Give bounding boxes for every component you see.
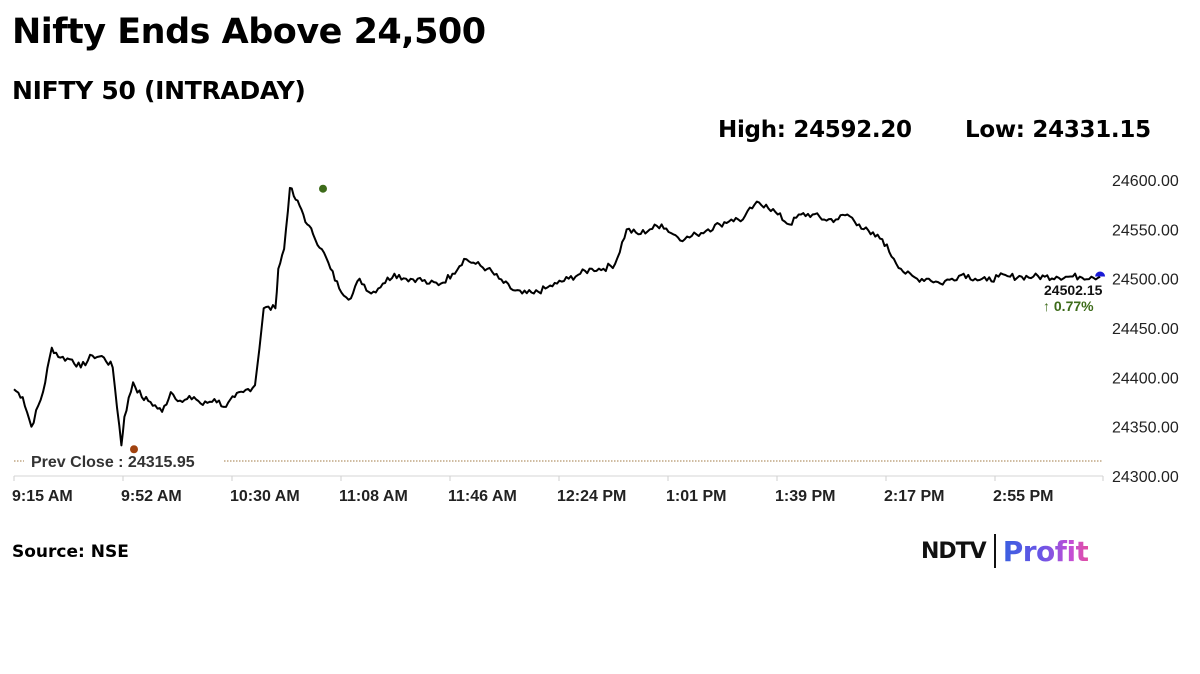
x-tick-label: 9:52 AM	[121, 488, 182, 505]
last-value-label: 24502.15	[1044, 282, 1103, 298]
x-tick-label: 12:24 PM	[557, 488, 626, 505]
x-tick-label: 9:15 AM	[12, 488, 73, 505]
low-value-label: Low: 24331.15	[965, 117, 1151, 143]
y-tick-label: 24450.00	[1112, 321, 1179, 338]
y-tick-label: 24600.00	[1112, 173, 1179, 190]
ndtv-profit-logo: NDTV Profit	[921, 533, 1089, 569]
last-value-marker	[1095, 271, 1106, 277]
logo-divider	[993, 534, 996, 568]
prev-close-label-bg	[24, 450, 224, 472]
prev-close-label: Prev Close : 24315.95	[31, 454, 195, 471]
x-tick-label: 11:46 AM	[448, 488, 517, 505]
chart-subtitle: NIFTY 50 (INTRADAY)	[12, 76, 306, 105]
y-tick-label: 24550.00	[1112, 222, 1179, 239]
y-tick-label: 24400.00	[1112, 370, 1179, 387]
change-percent-label: ↑ 0.77%	[1043, 298, 1094, 314]
y-axis-ticks: 24600.00 24550.00 24500.00 24450.00 24400.00…	[1112, 173, 1179, 486]
x-tick-label: 11:08 AM	[339, 488, 408, 505]
y-tick-label: 24350.00	[1112, 420, 1179, 437]
price-line	[13, 186, 1101, 447]
x-tick-label: 10:30 AM	[230, 488, 300, 505]
y-tick-label: 24300.00	[1112, 469, 1179, 486]
high-marker	[319, 184, 327, 193]
x-tick-label: 1:39 PM	[775, 488, 835, 505]
low-marker	[130, 445, 138, 454]
page-title: Nifty Ends Above 24,500	[12, 12, 486, 52]
logo-profit-text: Profit	[1002, 534, 1089, 568]
logo-ndtv-text: NDTV	[921, 538, 987, 564]
x-axis-ticks: 9:15 AM 9:52 AM 10:30 AM 11:08 AM 11:46 AM 12…	[12, 476, 1104, 505]
source-label: Source: NSE	[12, 542, 129, 562]
x-tick-label: 2:55 PM	[993, 488, 1053, 505]
high-value-label: High: 24592.20	[718, 117, 912, 143]
x-tick-label: 2:17 PM	[884, 488, 944, 505]
y-tick-label: 24500.00	[1112, 272, 1179, 289]
x-tick-label: 1:01 PM	[666, 488, 726, 505]
